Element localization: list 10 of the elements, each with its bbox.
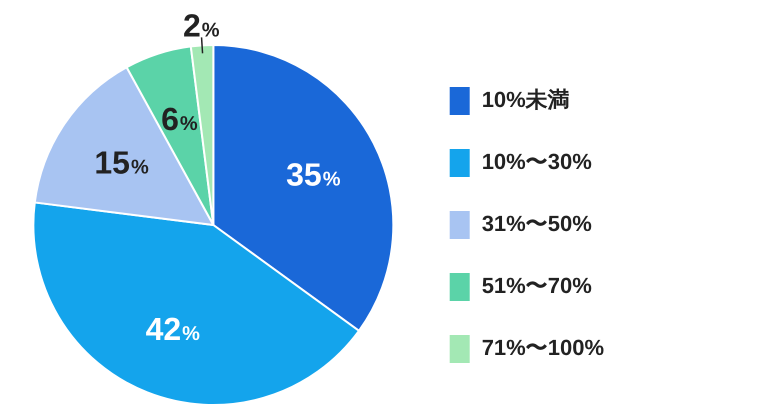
legend-label: 71%〜100% xyxy=(482,335,604,360)
data-label: 35% xyxy=(286,156,341,192)
data-label: 42% xyxy=(146,310,200,347)
data-label: 15% xyxy=(94,144,149,180)
legend-label: 10%未満 xyxy=(482,87,570,112)
data-label: 2% xyxy=(183,7,220,44)
data-label: 6% xyxy=(161,100,198,137)
legend-label: 31%〜50% xyxy=(482,211,592,236)
legend-label: 51%〜70% xyxy=(482,273,592,298)
legend-label: 10%〜30% xyxy=(482,149,592,174)
